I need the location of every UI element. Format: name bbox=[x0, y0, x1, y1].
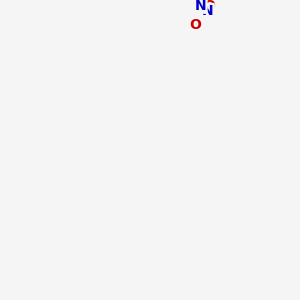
Text: N: N bbox=[202, 4, 214, 18]
Text: O: O bbox=[204, 0, 216, 13]
Text: N: N bbox=[195, 0, 207, 13]
Text: O: O bbox=[189, 18, 201, 32]
